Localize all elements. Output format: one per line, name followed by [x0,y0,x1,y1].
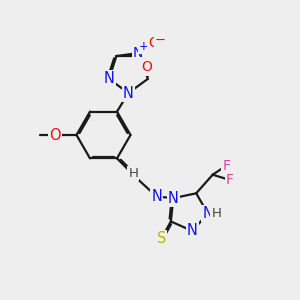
Text: H: H [128,167,138,180]
Text: N: N [133,46,143,60]
Text: N: N [123,85,134,100]
Text: N: N [168,191,179,206]
Text: −: − [154,34,166,47]
Text: O: O [49,128,61,142]
Text: N: N [202,206,213,221]
Text: N: N [151,189,162,204]
Text: +: + [139,40,149,53]
Text: O: O [148,36,159,50]
Text: O: O [141,61,152,74]
Text: S: S [157,231,166,246]
Text: N: N [187,224,198,238]
Text: F: F [222,159,230,173]
Text: F: F [226,173,234,187]
Text: H: H [212,207,221,220]
Text: N: N [103,71,114,86]
